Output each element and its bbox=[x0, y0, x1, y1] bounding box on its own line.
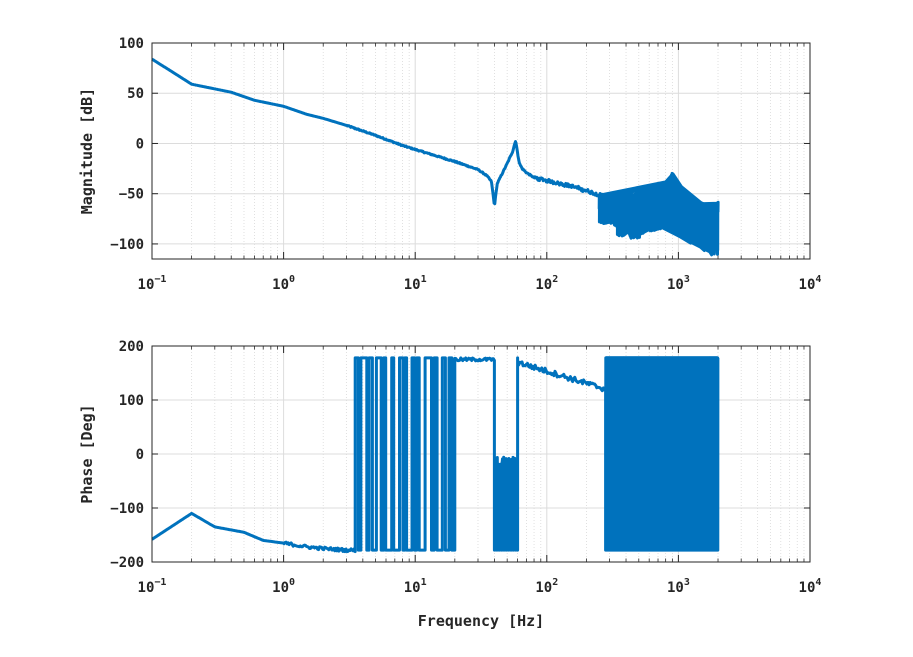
x-tick-label: 104 bbox=[799, 577, 822, 596]
x-tick-label: 102 bbox=[535, 577, 558, 596]
y-tick-label: 100 bbox=[119, 36, 144, 52]
x-tick-label: 103 bbox=[667, 274, 690, 293]
y-tick-label: −100 bbox=[110, 501, 144, 517]
magnitude-ticks: 100 50 0 −50 −100 10−1 100 101 102 103 104 bbox=[110, 36, 821, 293]
magnitude-grid bbox=[151, 42, 811, 259]
phase-plot: 200 100 0 −100 −200 10−1 100 101 102 103 104 Phase… bbox=[78, 339, 821, 630]
x-tick-label: 103 bbox=[667, 577, 690, 596]
series-path bbox=[151, 57, 720, 257]
y-tick-label: −100 bbox=[110, 237, 144, 253]
phase-y-axis-label: Phase [Deg] bbox=[78, 404, 96, 503]
y-tick-label: 0 bbox=[136, 447, 144, 463]
y-tick-label: 100 bbox=[119, 393, 144, 409]
magnitude-axes-box bbox=[151, 42, 811, 260]
phase-ticks: 200 100 0 −100 −200 10−1 100 101 102 103 104 bbox=[110, 339, 821, 596]
magnitude-plot: 100 50 0 −50 −100 10−1 100 101 102 103 104 Magnitu… bbox=[78, 36, 821, 293]
y-tick-label: −200 bbox=[110, 555, 144, 571]
series-path bbox=[151, 356, 720, 554]
x-tick-label: 100 bbox=[272, 577, 295, 596]
y-tick-label: 0 bbox=[136, 136, 144, 152]
x-tick-label: 100 bbox=[272, 274, 295, 293]
magnitude-series-line bbox=[151, 57, 720, 257]
x-tick-label: 101 bbox=[404, 577, 427, 596]
frequency-x-axis-label: Frequency [Hz] bbox=[418, 612, 544, 630]
x-tick-label: 10−1 bbox=[138, 577, 167, 596]
x-tick-label: 101 bbox=[404, 274, 427, 293]
y-tick-label: 200 bbox=[119, 339, 144, 355]
x-tick-label: 104 bbox=[799, 274, 822, 293]
x-tick-label: 10−1 bbox=[138, 274, 167, 293]
y-tick-label: 50 bbox=[127, 86, 144, 102]
phase-series-line bbox=[151, 356, 720, 554]
magnitude-y-axis-label: Magnitude [dB] bbox=[78, 88, 96, 214]
x-tick-label: 102 bbox=[535, 274, 558, 293]
y-tick-label: −50 bbox=[119, 187, 144, 203]
